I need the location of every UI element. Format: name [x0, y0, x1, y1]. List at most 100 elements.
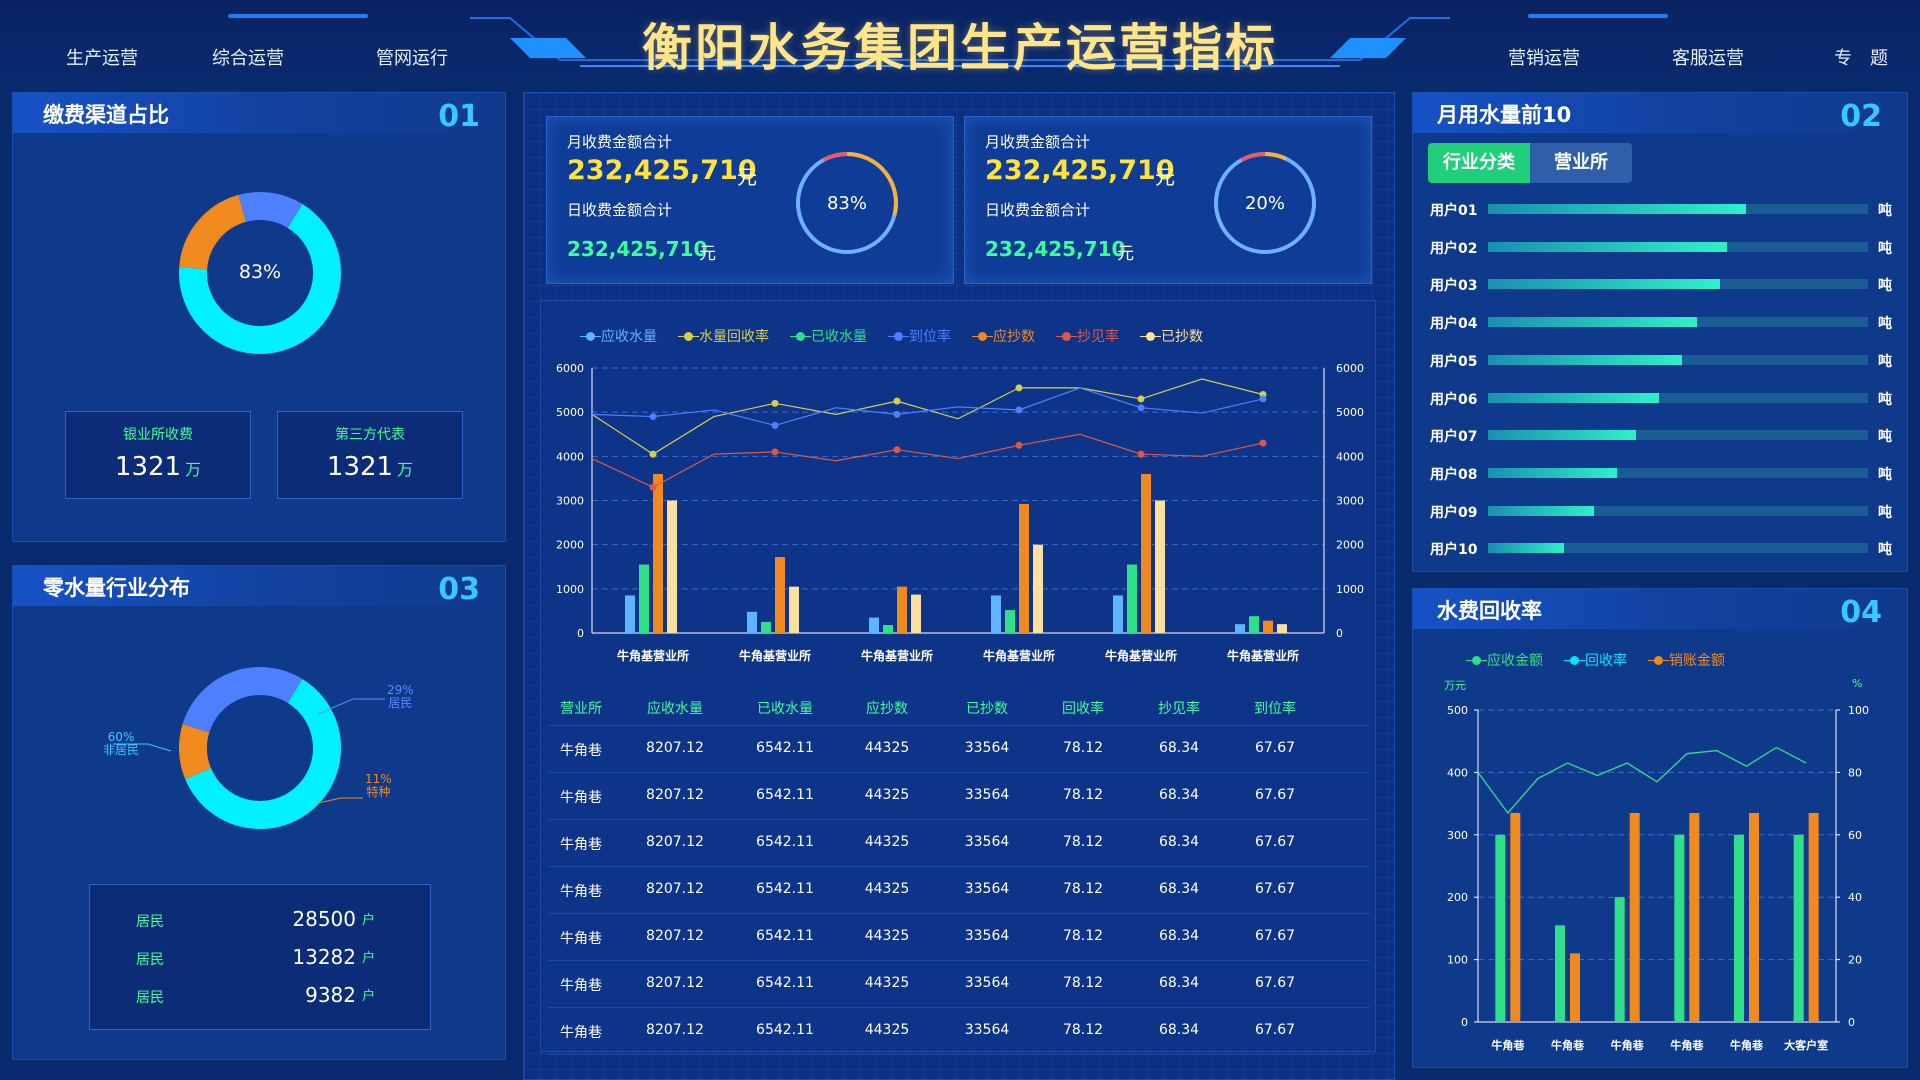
x-tick-label: 牛角巷: [1670, 1038, 1704, 1052]
table-cell: 68.34: [1158, 834, 1200, 850]
nav-marketing[interactable]: 营销运营: [1508, 48, 1580, 69]
x-tick-label: 牛角巷: [1491, 1038, 1525, 1052]
x-tick-label: 牛角基营业所: [1105, 648, 1177, 663]
donut-slice-1: [179, 194, 247, 270]
nav-topic[interactable]: 专 题: [1834, 48, 1888, 69]
bar-应收金额: [1734, 834, 1744, 1022]
donut-slice-0: [179, 203, 341, 354]
nav-comprehensive[interactable]: 综合运营: [212, 48, 284, 69]
title-frame: [470, 17, 1450, 67]
stat-label: 第三方代表: [335, 427, 405, 443]
stat-label-month: 月收费金额合计: [567, 133, 673, 151]
stat-unit: 万: [185, 460, 202, 479]
point-到位率: [649, 413, 657, 421]
bar-已收水量: [1127, 564, 1137, 633]
nav-production[interactable]: 生产运营: [66, 48, 138, 69]
nav-customer-service[interactable]: 客服运营: [1672, 48, 1744, 69]
panel-number: 02: [1840, 99, 1882, 134]
table-row: 牛角巷 8207.12 6542.11 44325 33564 78.12 68.34 67.…: [548, 726, 1370, 773]
line-水量回收率: [591, 378, 1264, 455]
table-cell: 8207.12: [646, 975, 704, 991]
progress-ring: [796, 152, 898, 254]
table-cell: 牛角巷: [560, 978, 602, 994]
legend-item-3[interactable]: 到位率: [888, 326, 951, 346]
y-tick-right: 80: [1848, 766, 1862, 779]
bar-应收金额: [1495, 834, 1506, 1022]
y-tick-left: 0: [1461, 1016, 1468, 1029]
y-tick-right: 3000: [1336, 495, 1364, 508]
legend-label: 已收水量: [811, 329, 867, 345]
bar-应收金额: [1793, 834, 1804, 1022]
table-cell: 牛角巷: [560, 1025, 602, 1041]
nav-pipeline[interactable]: 管网运行: [376, 48, 448, 69]
ranking-row: 用户09 吨: [1430, 502, 1900, 522]
stat-label-day: 日收费金额合计: [567, 201, 673, 219]
row-value: 9382: [305, 983, 356, 1007]
y-tick-left: 100: [1447, 954, 1468, 967]
row-value: 28500: [292, 907, 356, 931]
table-header: 营业所 应收水量 已收水量 应抄数 已抄数 回收率 抄见率 到位率: [548, 688, 1370, 726]
legend-item-4[interactable]: 应抄数: [972, 326, 1035, 346]
x-tick-label: 牛角巷: [1611, 1038, 1645, 1052]
legend-marker: [580, 331, 601, 341]
stat-unit: 万: [397, 460, 414, 479]
y-tick-left: 0: [577, 627, 584, 640]
bar-应收水量: [747, 611, 757, 633]
legend-marker: [972, 331, 993, 341]
legend-marker: [678, 331, 699, 341]
tab-business-office[interactable]: 营业所: [1530, 143, 1632, 183]
y-tick-left: 400: [1447, 766, 1468, 779]
table-cell: 44325: [864, 740, 910, 756]
donut-slice-2: [182, 667, 303, 733]
legend-item-0[interactable]: 应收水量: [580, 326, 657, 346]
y-tick-left: 2000: [556, 539, 584, 552]
table-row: 牛角巷 8207.12 6542.11 44325 33564 78.12 68.34 67.…: [548, 820, 1370, 867]
point-抄见率: [1015, 441, 1023, 449]
stat-box-bank: 银业所收费 1321 万: [65, 411, 251, 499]
y-tick-left: 4000: [556, 450, 584, 463]
legend-item-6[interactable]: 已抄数: [1140, 326, 1203, 346]
panel-header: 缴费渠道占比 01: [13, 93, 505, 134]
legend-marker: [790, 331, 811, 341]
recovery-combo-chart: 0 100 200 300 400 500 0 20 40 60 80 100 牛角巷 牛角巷 牛角巷 牛角巷…: [1447, 704, 1869, 1052]
panel-payment-channel: 缴费渠道占比 01 83% 银业所收费 1321 万 第三方代表 1321 万: [12, 92, 506, 542]
bar-已收水量: [1005, 610, 1015, 633]
y-tick-right: 4000: [1336, 450, 1364, 463]
x-tick-label: 牛角基营业所: [983, 648, 1055, 663]
table-cell: 8207.12: [646, 740, 704, 756]
bar-销账金额: [1689, 812, 1700, 1022]
column-header: 已收水量: [757, 701, 813, 717]
table-cell: 67.67: [1254, 740, 1296, 756]
bar-销账金额: [1749, 812, 1759, 1022]
table-cell: 68.34: [1158, 740, 1200, 756]
ranking-track: [1488, 241, 1868, 252]
ring-accent: [822, 152, 848, 162]
legend-item-1[interactable]: 水量回收率: [678, 326, 769, 346]
ranking-track: [1488, 354, 1868, 365]
legend-item-1[interactable]: 回收率: [1564, 650, 1627, 670]
point-抄见率: [1259, 439, 1267, 447]
x-tick-label: 牛角基营业所: [861, 648, 933, 663]
panel-number: 03: [438, 572, 480, 607]
table-cell: 78.12: [1062, 1022, 1104, 1038]
legend-item-5[interactable]: 抄见率: [1056, 326, 1119, 346]
ranking-unit: 吨: [1878, 429, 1892, 446]
table-cell: 44325: [864, 1022, 910, 1038]
tab-industry[interactable]: 行业分类: [1428, 143, 1530, 183]
table-cell: 67.67: [1254, 787, 1296, 803]
donut-label-nonresident: 60% 非居民: [103, 731, 139, 757]
donut-leader-lines: [113, 698, 385, 804]
label-pct: 11%: [365, 772, 392, 786]
point-抄见率: [771, 448, 779, 456]
panel-zero-water: 零水量行业分布 03 29% 居民 11% 特种 60% 非居民 居民 28500 户…: [12, 565, 506, 1060]
legend-item-2[interactable]: 已收水量: [790, 326, 867, 346]
legend-item-0[interactable]: 应收金额: [1466, 650, 1543, 670]
ranking-bar: [1488, 543, 1564, 554]
column-header: 已抄数: [966, 701, 1008, 717]
panel-header: 水费回收率 04: [1413, 589, 1907, 630]
row-unit: 户: [362, 951, 376, 966]
legend-item-2[interactable]: 销账金额: [1648, 650, 1725, 670]
bar-应抄数: [653, 474, 663, 633]
stat-value-day: 232,425,710: [567, 237, 708, 261]
ranking-label: 用户07: [1430, 429, 1478, 446]
